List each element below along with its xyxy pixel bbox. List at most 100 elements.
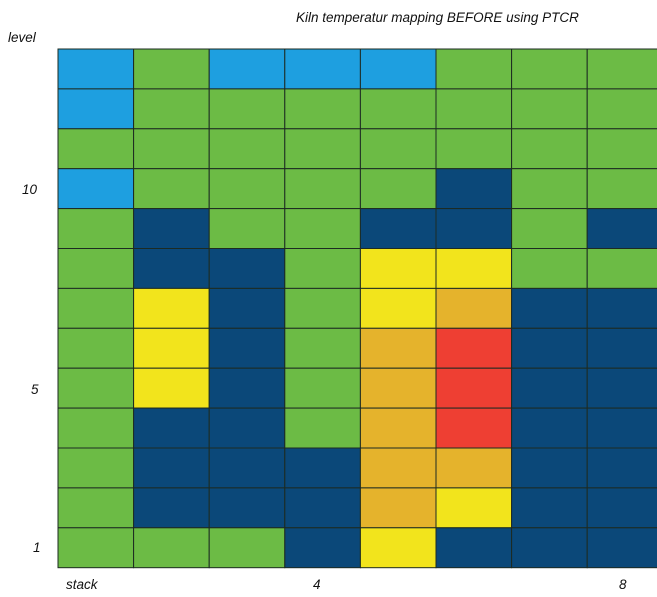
cell-level-11-stack-5 — [359, 128, 437, 170]
cell-level-11-stack-4 — [284, 128, 361, 170]
cell-level-6-stack-1 — [57, 327, 135, 369]
cell-level-6-stack-3 — [208, 327, 286, 369]
cell-level-12-stack-6 — [435, 88, 513, 130]
y-axis-label: level — [8, 30, 36, 45]
cell-level-2-stack-1 — [57, 487, 135, 529]
cell-level-12-stack-8 — [586, 88, 657, 130]
cell-level-6-stack-6 — [435, 327, 513, 369]
cell-level-3-stack-8 — [586, 447, 657, 489]
cell-level-11-stack-6 — [435, 128, 513, 170]
cell-level-7-stack-1 — [57, 287, 135, 329]
y-tick-1: 1 — [33, 540, 41, 555]
cell-level-6-stack-8 — [586, 327, 657, 369]
cell-level-7-stack-7 — [511, 287, 588, 329]
cell-level-9-stack-3 — [208, 208, 286, 250]
chart-title: Kiln temperatur mapping BEFORE using PTC… — [296, 10, 579, 25]
cell-level-2-stack-4 — [284, 487, 361, 529]
cell-level-8-stack-3 — [208, 248, 286, 289]
cell-level-13-stack-8 — [586, 48, 657, 90]
cell-level-9-stack-8 — [586, 208, 657, 250]
y-tick-10: 10 — [22, 182, 38, 197]
cell-level-2-stack-5 — [359, 487, 437, 529]
cell-level-11-stack-1 — [57, 128, 135, 170]
cell-level-7-stack-5 — [359, 287, 437, 329]
cell-level-10-stack-8 — [586, 168, 657, 210]
cell-level-8-stack-7 — [511, 248, 588, 289]
cell-level-11-stack-8 — [586, 128, 657, 170]
cell-level-8-stack-2 — [133, 248, 210, 289]
cell-level-5-stack-6 — [435, 367, 513, 409]
cell-level-10-stack-5 — [359, 168, 437, 210]
cell-level-7-stack-6 — [435, 287, 513, 329]
cell-level-4-stack-4 — [284, 407, 361, 449]
cell-level-1-stack-8 — [586, 527, 657, 569]
cell-level-7-stack-8 — [586, 287, 657, 329]
cell-level-4-stack-7 — [511, 407, 588, 449]
cell-level-10-stack-4 — [284, 168, 361, 210]
cell-level-2-stack-2 — [133, 487, 210, 529]
cell-level-7-stack-3 — [208, 287, 286, 329]
x-tick-8: 8 — [619, 577, 627, 592]
cell-level-13-stack-1 — [57, 48, 135, 90]
cell-level-13-stack-6 — [435, 48, 513, 90]
x-axis-label: stack — [66, 577, 98, 592]
cell-level-6-stack-2 — [133, 327, 210, 369]
cell-level-10-stack-6 — [435, 168, 513, 210]
cell-level-9-stack-2 — [133, 208, 210, 250]
cell-level-12-stack-1 — [57, 88, 135, 130]
cell-level-1-stack-4 — [284, 527, 361, 569]
cell-level-3-stack-4 — [284, 447, 361, 489]
cell-level-5-stack-2 — [133, 367, 210, 409]
cell-level-5-stack-7 — [511, 367, 588, 409]
cell-level-7-stack-2 — [133, 287, 210, 329]
cell-level-4-stack-6 — [435, 407, 513, 449]
cell-level-3-stack-6 — [435, 447, 513, 489]
cell-level-5-stack-8 — [586, 367, 657, 409]
cell-level-6-stack-5 — [359, 327, 437, 369]
cell-level-13-stack-7 — [511, 48, 588, 90]
cell-level-9-stack-1 — [57, 208, 135, 250]
cell-level-1-stack-5 — [359, 527, 437, 569]
cell-level-3-stack-3 — [208, 447, 286, 489]
cell-level-12-stack-3 — [208, 88, 286, 130]
cell-level-13-stack-5 — [359, 48, 437, 90]
cell-level-9-stack-5 — [359, 208, 437, 250]
cell-level-5-stack-3 — [208, 367, 286, 409]
cell-level-10-stack-2 — [133, 168, 210, 210]
x-tick-4: 4 — [313, 577, 321, 592]
cell-level-4-stack-1 — [57, 407, 135, 449]
cell-level-11-stack-3 — [208, 128, 286, 170]
cell-level-13-stack-4 — [284, 48, 361, 90]
cell-level-4-stack-8 — [586, 407, 657, 449]
cell-level-8-stack-6 — [435, 248, 513, 289]
cell-level-2-stack-6 — [435, 487, 513, 529]
cell-level-12-stack-5 — [359, 88, 437, 130]
cell-level-11-stack-2 — [133, 128, 210, 170]
cell-level-6-stack-7 — [511, 327, 588, 369]
cell-level-3-stack-1 — [57, 447, 135, 489]
cell-level-11-stack-7 — [511, 128, 588, 170]
cell-level-9-stack-4 — [284, 208, 361, 250]
cell-level-12-stack-4 — [284, 88, 361, 130]
cell-level-2-stack-8 — [586, 487, 657, 529]
cell-level-13-stack-3 — [208, 48, 286, 90]
cell-level-3-stack-2 — [133, 447, 210, 489]
cell-level-2-stack-7 — [511, 487, 588, 529]
cell-level-13-stack-2 — [133, 48, 210, 90]
cell-level-4-stack-2 — [133, 407, 210, 449]
cell-level-12-stack-2 — [133, 88, 210, 130]
cell-level-7-stack-4 — [284, 287, 361, 329]
cell-level-10-stack-7 — [511, 168, 588, 210]
cell-level-1-stack-6 — [435, 527, 513, 569]
cell-level-4-stack-5 — [359, 407, 437, 449]
cell-level-10-stack-3 — [208, 168, 286, 210]
cell-level-5-stack-5 — [359, 367, 437, 409]
cell-level-2-stack-3 — [208, 487, 286, 529]
cell-level-1-stack-3 — [208, 527, 286, 569]
cell-level-9-stack-6 — [435, 208, 513, 250]
cell-level-5-stack-4 — [284, 367, 361, 409]
cell-level-1-stack-7 — [511, 527, 588, 569]
cell-level-3-stack-7 — [511, 447, 588, 489]
cell-level-3-stack-5 — [359, 447, 437, 489]
